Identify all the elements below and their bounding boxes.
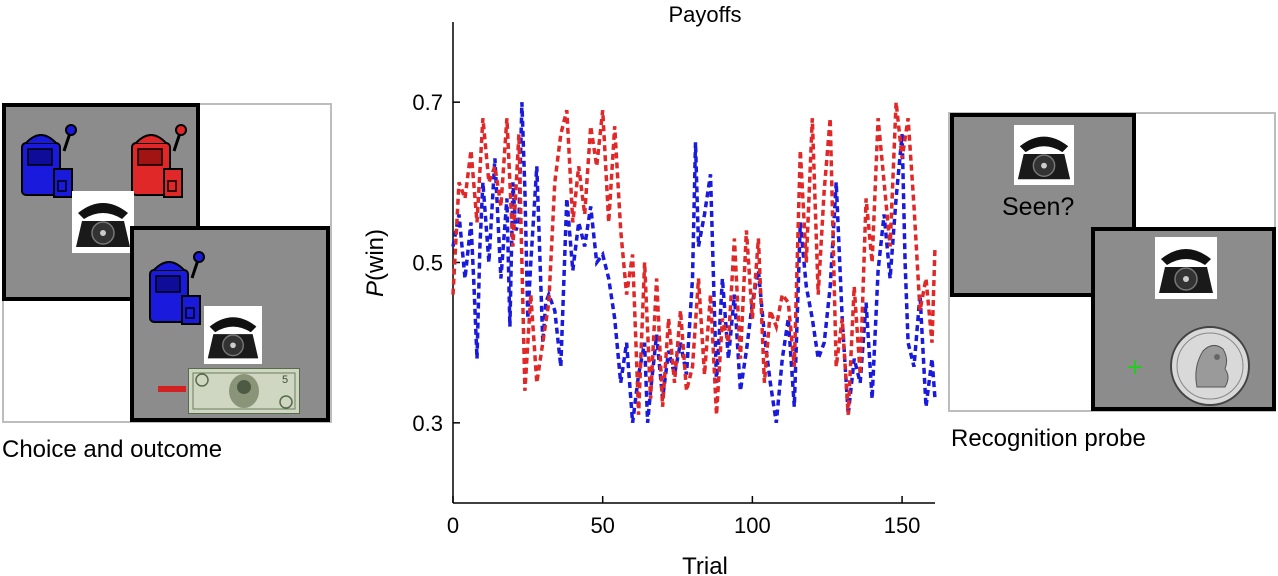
chart-series [451, 102, 937, 424]
probe-outcome-screen [1091, 227, 1276, 411]
red-slot-machine-icon [131, 124, 187, 198]
red-arm-series-line [451, 102, 937, 415]
fixation-cross-icon [1128, 360, 1142, 374]
y-axis-label-italic: P [362, 281, 389, 297]
telephone-photo [1014, 125, 1074, 185]
chart-title: Payoffs [669, 2, 742, 27]
telephone-icon [1017, 136, 1071, 180]
telephone-icon [1159, 249, 1213, 293]
telephone-icon [207, 317, 259, 359]
outcome-screen: 5 [130, 226, 330, 422]
choice-screen [2, 103, 200, 301]
seen-question: Seen? [1002, 193, 1075, 221]
telephone-photo [72, 191, 134, 253]
x-tick-label: 0 [447, 513, 459, 538]
quarter-coin-icon [1170, 326, 1250, 406]
y-axis-label-rest: (win) [362, 229, 389, 281]
penalty-mark [158, 386, 186, 392]
chart-ticks: 0 50 100 150 0.3 0.5 0.7 [412, 90, 920, 538]
telephone-photo [1155, 237, 1217, 299]
bill-value-label: 5 [282, 374, 288, 386]
x-tick-label: 50 [590, 513, 614, 538]
y-tick-label: 0.5 [412, 251, 443, 276]
choice-outcome-caption: Choice and outcome [2, 436, 223, 463]
x-tick-label: 150 [884, 513, 921, 538]
telephone-icon [76, 203, 130, 247]
blue-slot-machine-icon [21, 124, 77, 198]
y-tick-label: 0.3 [412, 411, 443, 436]
x-axis-label: Trial [682, 553, 728, 576]
five-dollar-bill-icon: 5 [188, 368, 300, 414]
y-tick-label: 0.7 [412, 90, 443, 115]
blue-slot-machine-icon [149, 251, 205, 325]
telephone-photo [204, 306, 262, 364]
x-tick-label: 100 [734, 513, 771, 538]
recognition-probe-caption: Recognition probe [951, 425, 1146, 452]
y-axis-label: P(win) [362, 229, 389, 297]
